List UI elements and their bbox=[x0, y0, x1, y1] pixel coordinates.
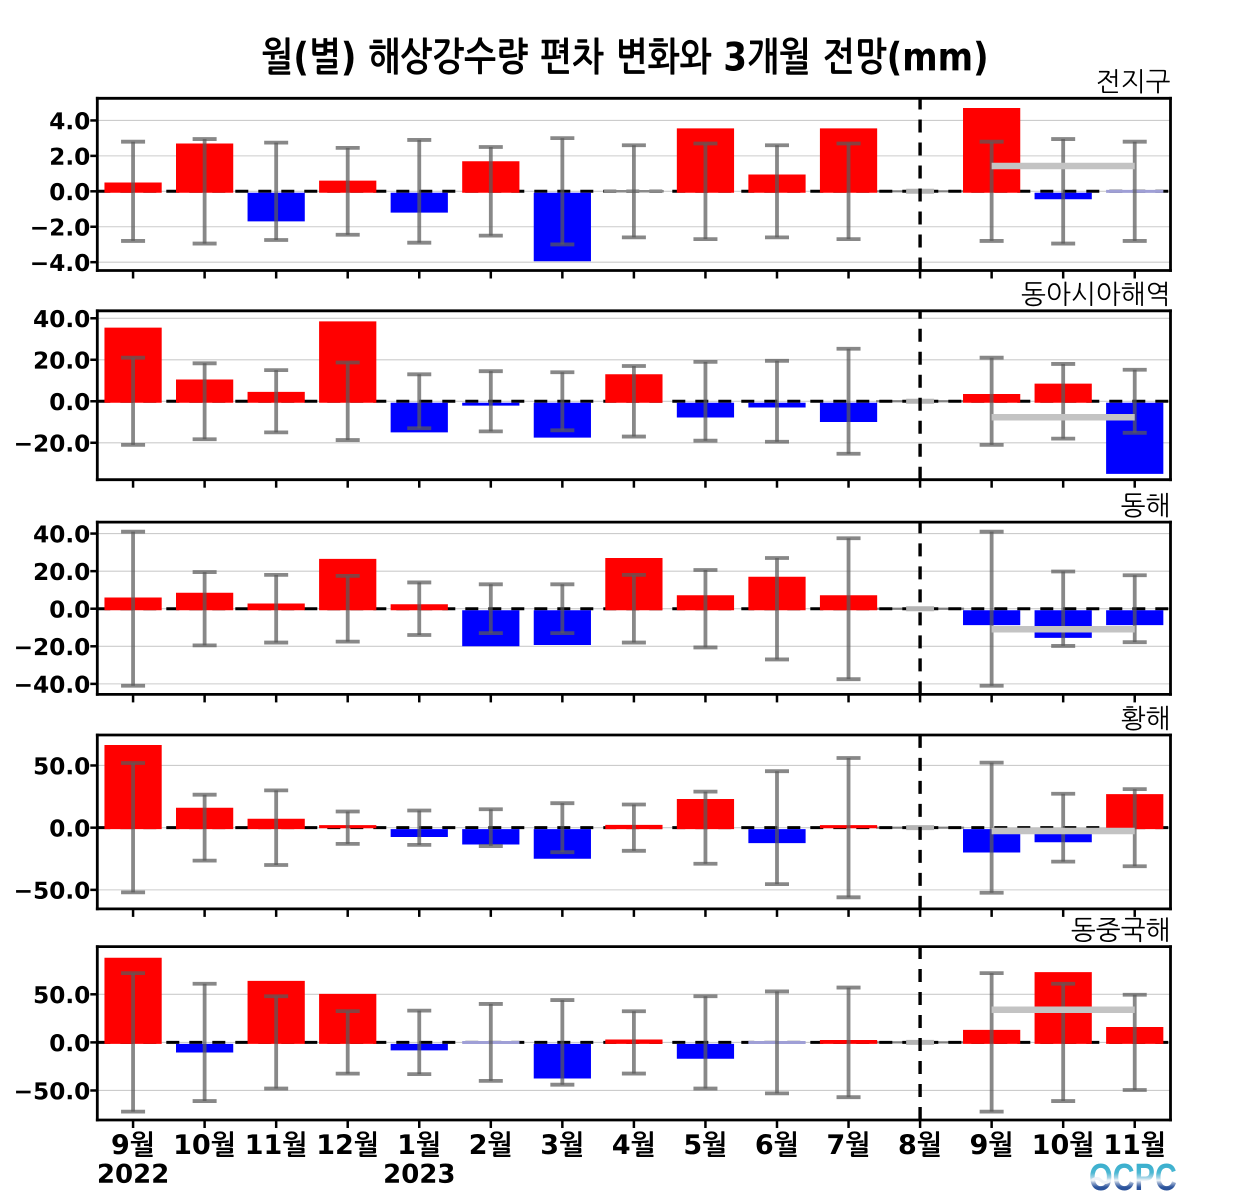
svg-text:OCPC: OCPC bbox=[1089, 1159, 1177, 1195]
